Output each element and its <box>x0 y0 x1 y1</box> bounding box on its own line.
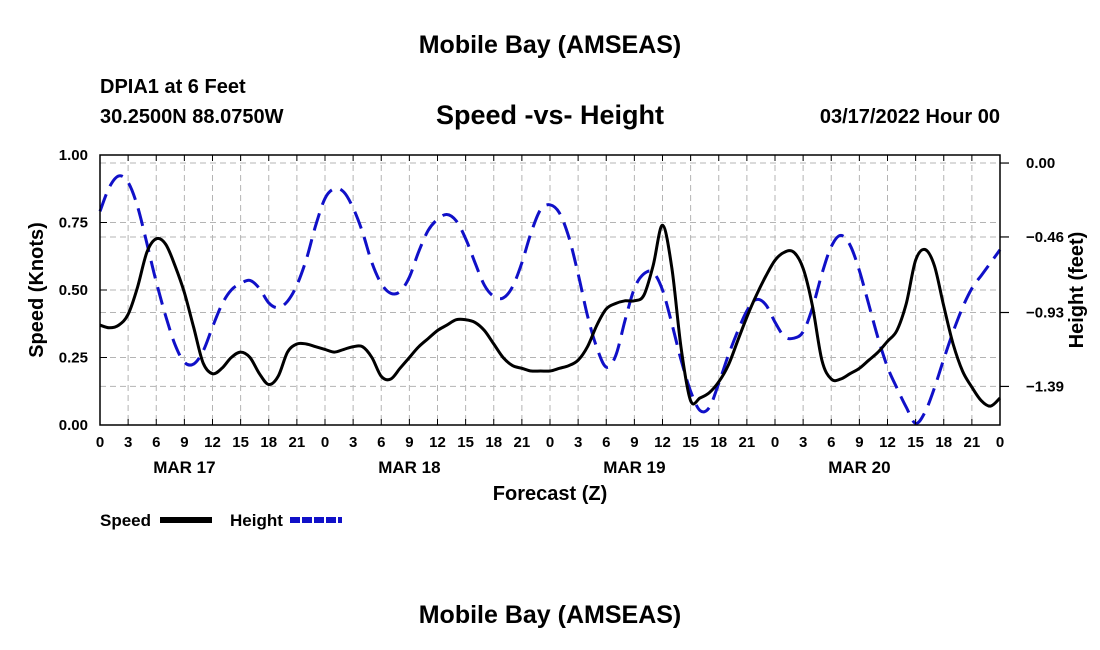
y-tick-label-right: −1.39 <box>1026 378 1064 395</box>
grid <box>100 155 1000 425</box>
speed-series <box>99 223 1002 408</box>
x-tick-label: 9 <box>855 434 863 451</box>
station-label: DPIA1 at 6 Feet <box>100 76 246 98</box>
x-tick-label: 3 <box>124 434 132 451</box>
x-tick-label: 6 <box>152 434 160 451</box>
chart-title: Speed -vs- Height <box>435 100 665 130</box>
x-tick-label: 21 <box>514 434 531 451</box>
y-tick-label-left: 1.00 <box>59 147 88 164</box>
date-label: MAR 19 <box>603 458 665 477</box>
x-tick-label: 18 <box>260 434 277 451</box>
x-tick-label: 0 <box>546 434 554 451</box>
x-tick-label: 3 <box>574 434 582 451</box>
speed-line <box>99 223 1002 408</box>
main-title: Mobile Bay (AMSEAS) <box>418 31 682 59</box>
x-tick-label: 3 <box>799 434 807 451</box>
x-tick-label: 18 <box>935 434 952 451</box>
x-tick-label: 15 <box>232 434 249 451</box>
x-tick-label: 6 <box>377 434 385 451</box>
y-tick-label-right: −0.93 <box>1026 305 1064 322</box>
y-tick-label-left: 0.50 <box>59 282 88 299</box>
y-tick-label-right: 0.00 <box>1026 155 1055 172</box>
y-tick-label-left: 0.25 <box>59 350 88 367</box>
forecast-datetime: 03/17/2022 Hour 00 <box>819 106 1000 128</box>
legend-label-speed: Speed <box>100 511 151 530</box>
x-tick-label: 0 <box>321 434 329 451</box>
height-line <box>98 174 1002 425</box>
x-tick-label: 15 <box>907 434 924 451</box>
x-tick-label: 6 <box>602 434 610 451</box>
station-coordinates: 30.2500N 88.0750W <box>100 106 284 128</box>
date-label: MAR 20 <box>828 458 890 477</box>
x-tick-label: 12 <box>204 434 221 451</box>
x-tick-label: 3 <box>349 434 357 451</box>
height-series <box>98 174 1002 425</box>
x-tick-label: 9 <box>180 434 188 451</box>
x-tick-label: 18 <box>485 434 502 451</box>
legend-label-height: Height <box>230 511 283 530</box>
x-tick-label: 12 <box>879 434 896 451</box>
x-tick-label: 18 <box>710 434 727 451</box>
y-tick-label-right: −0.46 <box>1026 229 1064 246</box>
y-tick-label-left: 0.75 <box>59 215 88 232</box>
x-tick-label: 21 <box>739 434 756 451</box>
bottom-title: Mobile Bay (AMSEAS) <box>418 601 682 629</box>
x-tick-label: 9 <box>405 434 413 451</box>
axes: 0 3 6 9 12 15 18 21 0 3 6 9 12 15 18 21 0 3 6 9 12 15 18 21 0 3 6 9… <box>59 147 1064 477</box>
y-tick-label-left: 0.00 <box>59 417 88 434</box>
x-tick-label: 12 <box>429 434 446 451</box>
x-tick-label: 15 <box>457 434 474 451</box>
legend: Speed Height <box>100 511 342 530</box>
y-axis-right-title: Height (feet) <box>1066 232 1088 349</box>
y-axis-left-title: Speed (Knots) <box>26 222 48 358</box>
x-tick-label: 0 <box>771 434 779 451</box>
x-tick-label: 21 <box>964 434 981 451</box>
x-tick-label: 15 <box>682 434 699 451</box>
x-tick-label: 9 <box>630 434 638 451</box>
x-tick-label: 12 <box>654 434 671 451</box>
x-tick-label: 0 <box>96 434 104 451</box>
x-tick-label: 6 <box>827 434 835 451</box>
date-label: MAR 18 <box>378 458 440 477</box>
x-tick-label: 0 <box>996 434 1004 451</box>
x-tick-label: 21 <box>289 434 306 451</box>
x-axis-title: Forecast (Z) <box>493 483 607 505</box>
date-label: MAR 17 <box>153 458 215 477</box>
